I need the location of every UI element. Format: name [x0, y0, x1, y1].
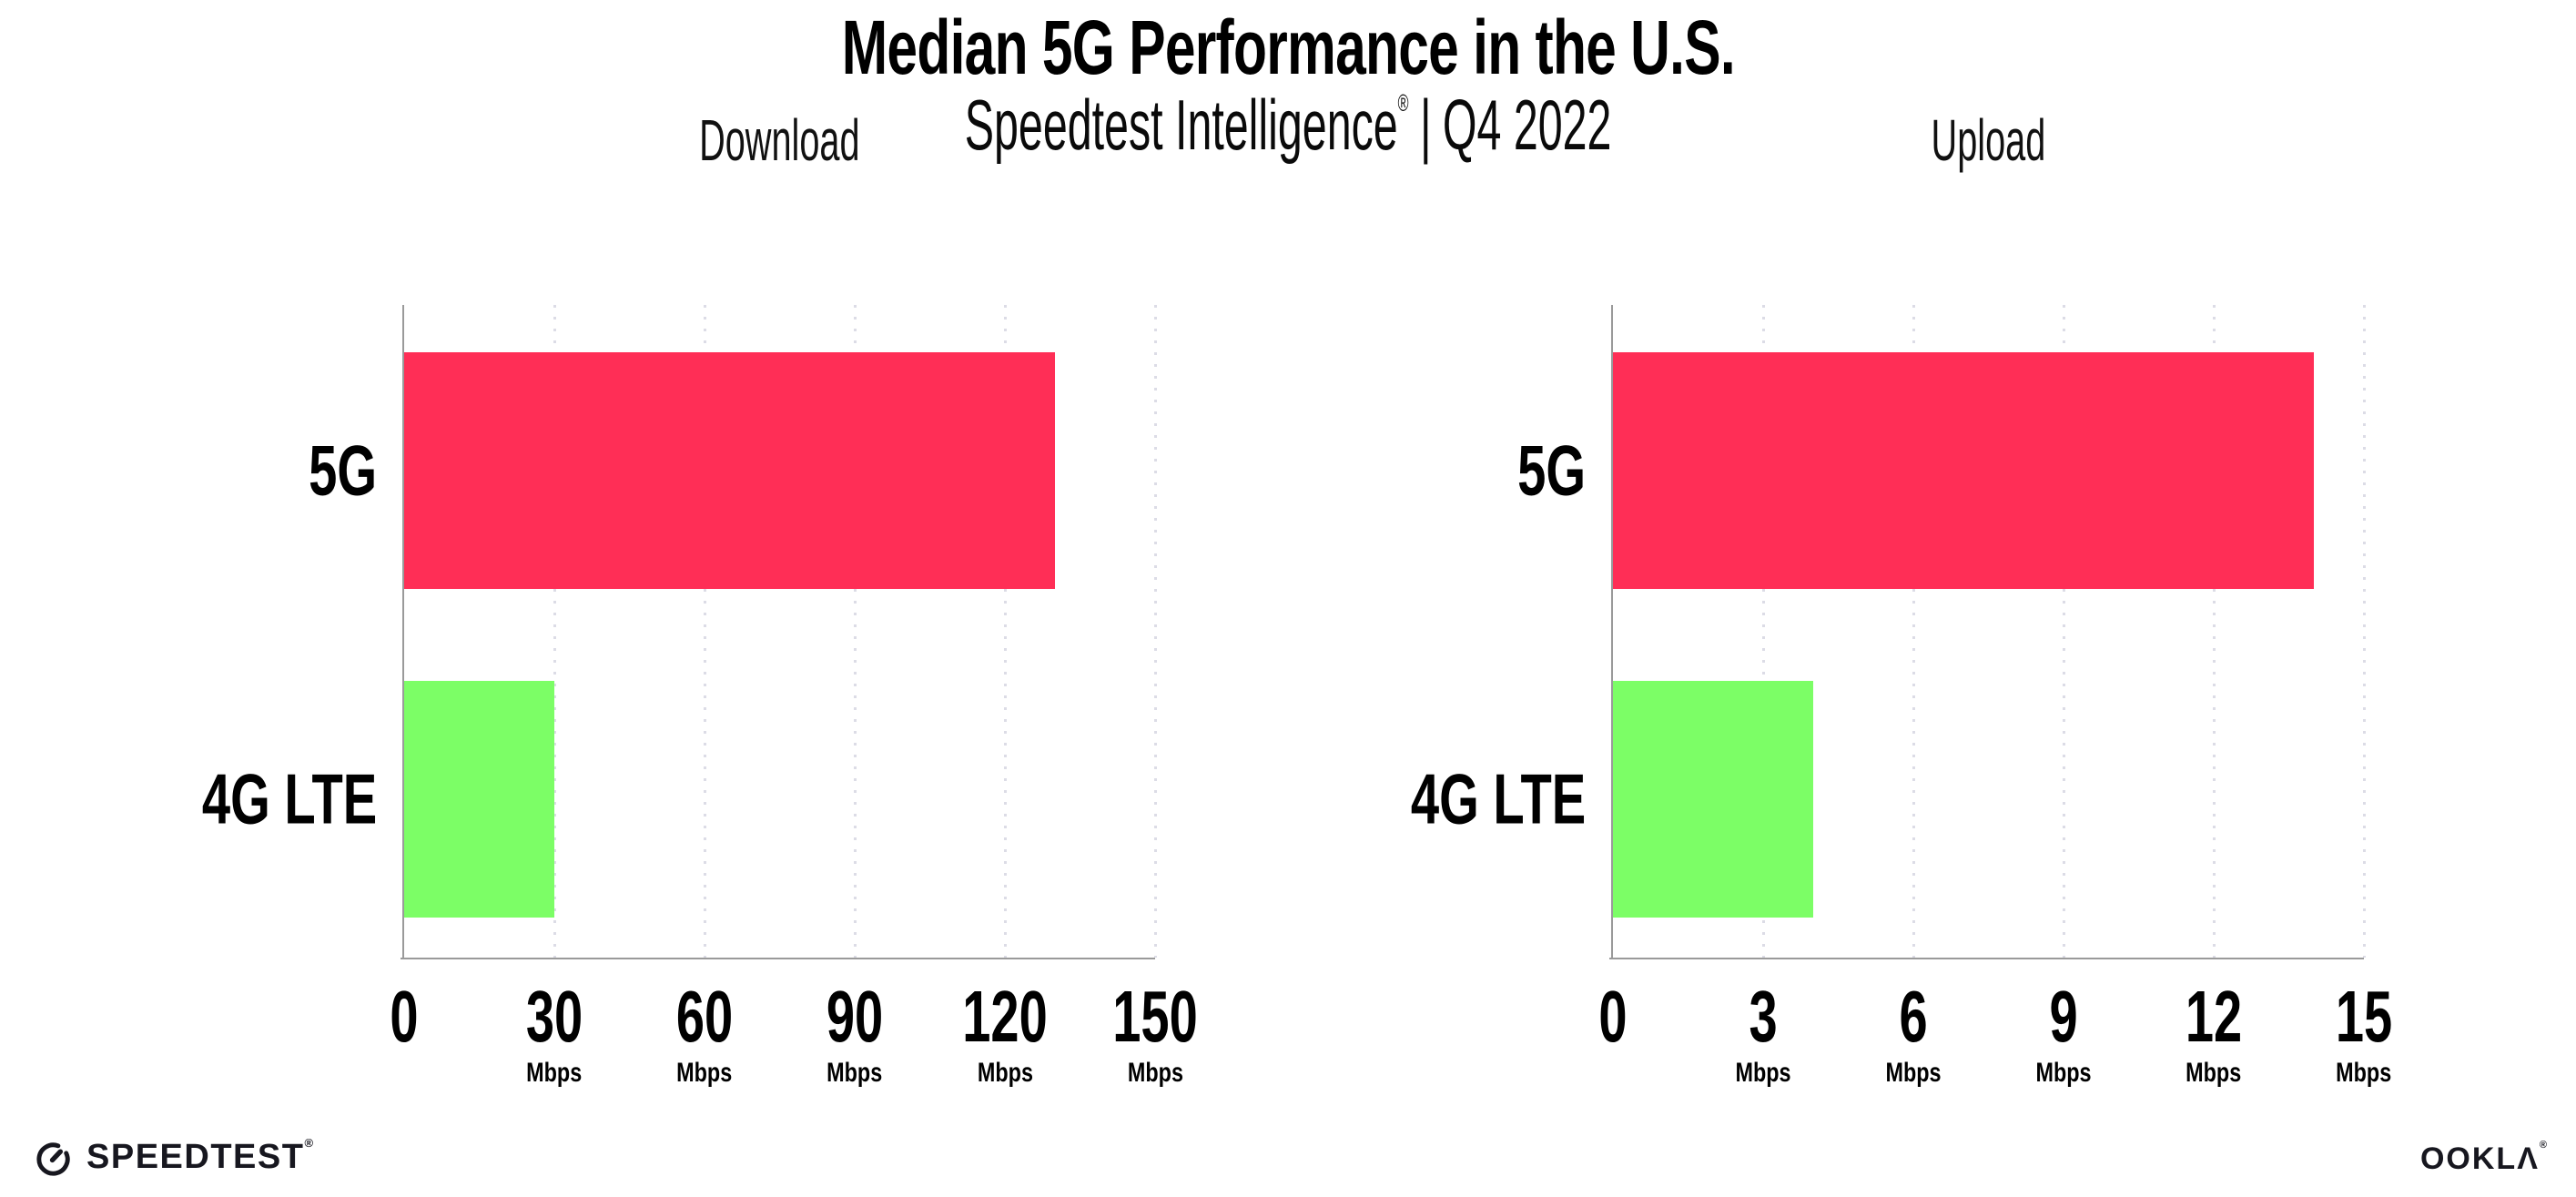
x-tick-unit: Mbps: [2186, 1057, 2242, 1088]
gridline: [2363, 305, 2366, 958]
gridline: [854, 305, 857, 958]
x-tick-label: 6: [1899, 976, 1928, 1057]
x-tick-label: 3: [1749, 976, 1778, 1057]
x-tick-30: 30 Mbps: [514, 958, 595, 1088]
speedtest-trademark: ®: [304, 1136, 315, 1150]
gridline: [1154, 305, 1157, 958]
gridline: [553, 305, 556, 958]
gridline: [2063, 305, 2065, 958]
x-tick-unit: Mbps: [1127, 1057, 1183, 1088]
x-tick-15: 15 Mbps: [2324, 958, 2405, 1088]
x-axis: [1609, 958, 2364, 959]
x-tick-label: 30: [525, 976, 583, 1057]
gridline: [1912, 305, 1915, 958]
x-tick-3: 3 Mbps: [1728, 958, 1799, 1088]
x-tick-label: 150: [1112, 976, 1198, 1057]
ookla-logo: OOKLΛ®: [2419, 1140, 2549, 1177]
category-label-4g-lte: 4G LTE: [1410, 758, 1586, 839]
registered-mark: ®: [1397, 89, 1409, 117]
x-tick-150: 150 Mbps: [1094, 958, 1215, 1088]
page-title: Median 5G Performance in the U.S.: [841, 5, 1735, 90]
x-tick-60: 60 Mbps: [664, 958, 745, 1088]
x-tick-label: 60: [675, 976, 734, 1057]
x-tick-label: 90: [826, 976, 884, 1057]
subtitle-brand: Speedtest Intelligence: [964, 85, 1398, 165]
plot-area: 5G 4G LTE 0 3 Mbps 6 Mbps 9 Mbps 12 Mbps 15 Mbps: [1411, 305, 2392, 1088]
ookla-wordmark: OOKLΛ: [2419, 1141, 2540, 1176]
bar-5g: [404, 351, 1055, 589]
chart-title-download: Download: [699, 107, 860, 173]
x-tick-unit: Mbps: [676, 1057, 733, 1088]
x-tick-label: 0: [1598, 976, 1628, 1057]
subtitle-period: Q4 2022: [1442, 85, 1612, 165]
chart-panel-upload: Upload 5G 4G LTE 0 3 Mbps 6 Mbps 9 Mbps 12 Mbps 15 M…: [1411, 107, 2393, 1088]
x-tick-9: 9 Mbps: [2028, 958, 2099, 1088]
x-tick-6: 6 Mbps: [1878, 958, 1949, 1088]
x-tick-unit: Mbps: [526, 1057, 583, 1088]
x-tick-label: 9: [2049, 976, 2078, 1057]
y-axis: [1611, 305, 1613, 959]
x-axis: [401, 958, 1155, 959]
category-label-5g: 5G: [1517, 430, 1586, 511]
y-axis: [402, 305, 404, 959]
category-label-4g-lte: 4G LTE: [201, 758, 377, 839]
chart-title-upload: Upload: [1931, 107, 2046, 173]
x-tick-label: 15: [2335, 976, 2393, 1057]
chart-panel-download: Download 5G 4G LTE 0 30 Mbps 60 Mbps 90 Mbps 120 M…: [202, 107, 1198, 1088]
x-tick-0: 0: [1593, 958, 1634, 1058]
gridline: [1004, 305, 1007, 958]
x-tick-12: 12 Mbps: [2174, 958, 2255, 1088]
speedtest-gauge-icon: [32, 1136, 75, 1179]
x-tick-label: 120: [962, 976, 1048, 1057]
x-tick-unit: Mbps: [1735, 1057, 1791, 1088]
x-tick-unit: Mbps: [827, 1057, 883, 1088]
speedtest-wordmark: SPEEDTEST®: [86, 1136, 315, 1176]
bar-4g-lte: [404, 680, 554, 918]
gridline: [1762, 305, 1765, 958]
page-subtitle: Speedtest Intelligence® | Q4 2022: [0, 84, 2576, 167]
x-tick-unit: Mbps: [1885, 1057, 1942, 1088]
bar-5g: [1613, 351, 2314, 589]
x-tick-90: 90 Mbps: [815, 958, 896, 1088]
category-label-5g: 5G: [309, 430, 377, 511]
x-tick-label: 0: [390, 976, 419, 1057]
ookla-trademark: ®: [2539, 1140, 2549, 1151]
x-tick-unit: Mbps: [2336, 1057, 2392, 1088]
x-tick-unit: Mbps: [2035, 1057, 2092, 1088]
gridline: [2213, 305, 2216, 958]
gridline: [704, 305, 706, 958]
x-tick-120: 120 Mbps: [944, 958, 1065, 1088]
bar-4g-lte: [1613, 680, 1813, 918]
x-tick-label: 12: [2185, 976, 2243, 1057]
subtitle-separator: |: [1419, 85, 1432, 165]
plot-area: 5G 4G LTE 0 30 Mbps 60 Mbps 90 Mbps 120 Mbps 150 Mbp…: [202, 305, 1198, 1088]
x-tick-0: 0: [384, 958, 425, 1058]
speedtest-logo: SPEEDTEST®: [32, 1136, 315, 1179]
x-tick-unit: Mbps: [977, 1057, 1033, 1088]
